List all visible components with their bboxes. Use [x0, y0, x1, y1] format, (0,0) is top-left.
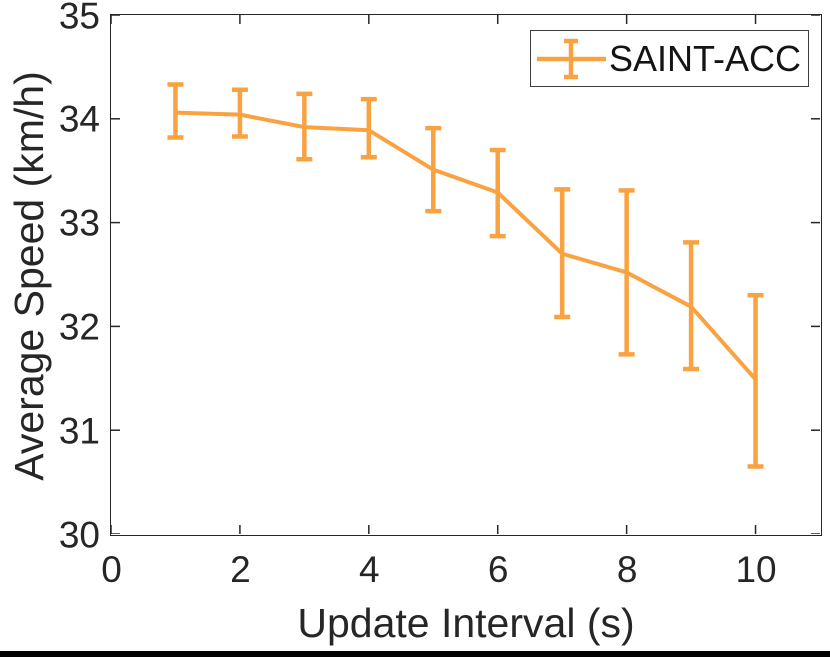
legend-series-label: SAINT-ACC: [609, 37, 802, 79]
x-axis-title: Update Interval (s): [297, 600, 635, 646]
y-tick-label: 35: [58, 0, 100, 36]
x-tick-label: 8: [616, 549, 638, 590]
y-tick-label: 33: [58, 202, 100, 244]
plot-canvas: [111, 15, 820, 534]
x-tick-label: 2: [230, 549, 251, 590]
y-tick-label: 30: [58, 514, 100, 555]
plot-area: [110, 14, 822, 536]
y-tick-label: 31: [58, 410, 100, 452]
errorbar-legend-icon: [537, 38, 606, 79]
x-tick-label: 4: [359, 549, 380, 590]
x-tick-label: 0: [101, 549, 122, 590]
series-line: [173, 110, 758, 382]
bottom-border-bar: [0, 651, 830, 657]
y-tick-label: 34: [58, 98, 100, 140]
x-tick-label: 10: [735, 549, 777, 590]
x-tick-label: 6: [487, 549, 509, 590]
y-tick-label: 32: [58, 306, 100, 348]
legend-box: SAINT-ACC: [530, 30, 809, 87]
